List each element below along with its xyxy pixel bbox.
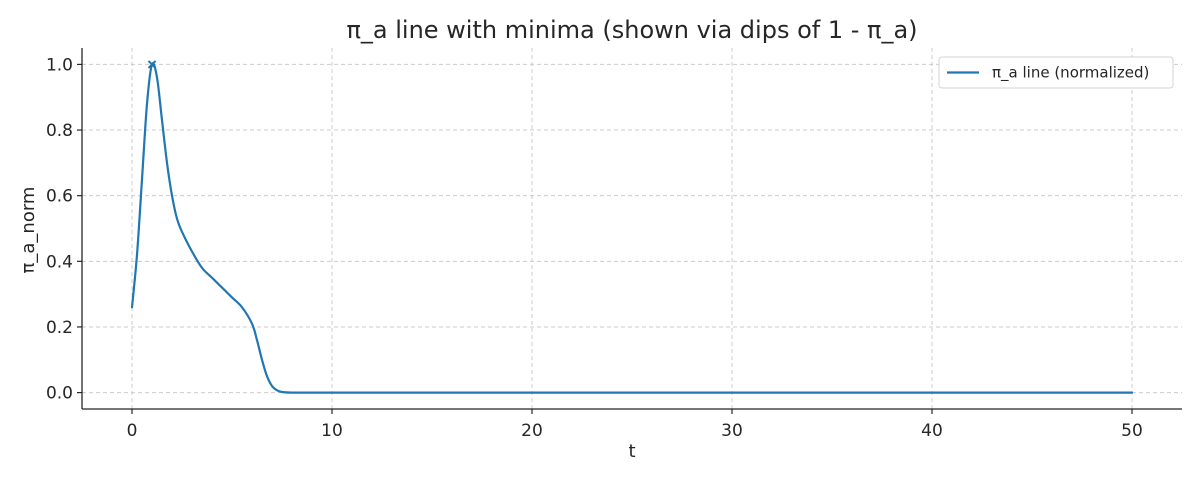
y-tick-label: 0.8: [46, 121, 73, 141]
y-tick-label: 1.0: [46, 55, 73, 75]
series-layer: [130, 62, 1134, 394]
y-tick-label: 0.2: [46, 318, 73, 338]
x-axis-label: t: [628, 441, 635, 462]
x-tick-label: 20: [521, 421, 543, 441]
grid: [82, 48, 1182, 409]
y-tick-label: 0.6: [46, 187, 73, 207]
y-tick-label: 0.0: [46, 384, 73, 404]
x-tick-label: 10: [321, 421, 343, 441]
x-tick-label: 40: [921, 421, 943, 441]
axes: [81, 48, 1182, 410]
y-axis-label: π_a_norm: [18, 187, 39, 274]
legend-entry-label: π_a line (normalized): [992, 64, 1149, 83]
series-line: [130, 62, 1134, 394]
legend: π_a line (normalized): [938, 56, 1174, 89]
x-tick-label: 0: [127, 421, 138, 441]
y-tick-label: 0.4: [46, 252, 73, 272]
ticks: 0 10 20 30 40 50 0.0 0.2 0.4 0.6 0.8 1.0: [46, 55, 1143, 441]
x-tick-label: 50: [1121, 421, 1143, 441]
peak-marker: [147, 60, 157, 69]
marker-layer: [147, 60, 157, 69]
chart-title: π_a line with minima (shown via dips of …: [346, 16, 917, 44]
x-tick-label: 30: [721, 421, 743, 441]
legend-box: [938, 56, 1174, 89]
